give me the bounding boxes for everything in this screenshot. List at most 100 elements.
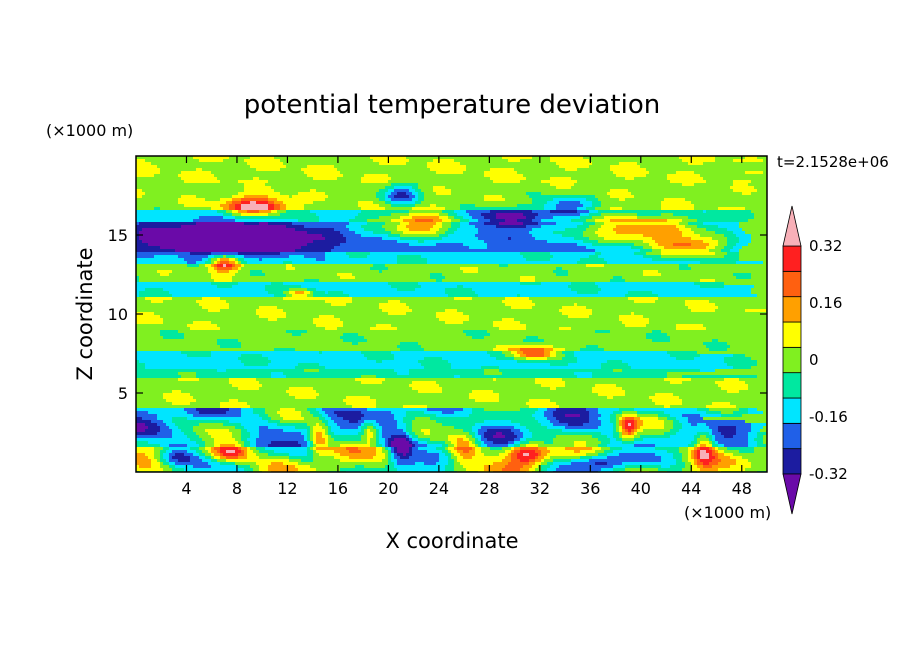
heatmap-cell <box>412 438 418 441</box>
heatmap-cell <box>235 273 250 276</box>
heatmap-cell <box>523 435 532 438</box>
heatmap-cell <box>454 444 457 447</box>
heatmap-cell <box>496 225 526 228</box>
heatmap-cell <box>160 168 196 171</box>
heatmap-cell <box>136 396 163 399</box>
heatmap-cell <box>163 462 169 465</box>
heatmap-cell <box>499 327 526 330</box>
heatmap-cell <box>136 258 184 261</box>
heatmap-cell <box>559 420 589 423</box>
heatmap-cell <box>307 432 310 435</box>
heatmap-cell <box>397 327 499 330</box>
heatmap-cell <box>232 267 238 270</box>
heatmap-cell <box>145 159 199 162</box>
heatmap-cell <box>688 417 703 420</box>
heatmap-cell <box>391 204 415 207</box>
heatmap-cell <box>307 450 313 453</box>
heatmap-cell <box>526 426 547 429</box>
heatmap-cell <box>460 162 556 165</box>
heatmap-cell <box>532 300 634 303</box>
heatmap-cell <box>628 363 727 366</box>
heatmap-cell <box>307 408 316 411</box>
heatmap-cell <box>256 444 268 447</box>
heatmap-cell <box>280 252 325 255</box>
heatmap-cell <box>145 192 238 195</box>
heatmap-cell <box>682 234 700 237</box>
heatmap-cell <box>316 324 343 327</box>
heatmap-cell <box>466 468 484 471</box>
heatmap-cell <box>412 198 418 201</box>
heatmap-cell <box>259 210 271 213</box>
heatmap-cell <box>589 225 601 228</box>
heatmap-cell <box>688 162 703 165</box>
heatmap-cell <box>211 456 214 459</box>
heatmap-cell <box>286 210 310 213</box>
heatmap-cell <box>244 258 259 261</box>
heatmap-cell <box>520 282 541 285</box>
heatmap-cell <box>301 411 310 414</box>
heatmap-cell <box>343 417 361 420</box>
heatmap-cell <box>703 465 712 468</box>
heatmap-cell <box>601 420 610 423</box>
heatmap-cell <box>601 288 751 291</box>
heatmap-cell <box>664 420 673 423</box>
heatmap-cell <box>418 186 433 189</box>
heatmap-cell <box>325 411 334 414</box>
heatmap-cell <box>313 291 325 294</box>
heatmap-cell <box>682 402 712 405</box>
heatmap-cell <box>637 423 643 426</box>
heatmap-cell <box>652 249 661 252</box>
heatmap-cell <box>166 459 169 462</box>
heatmap-cell <box>721 387 748 390</box>
heatmap-cell <box>136 306 202 309</box>
heatmap-cell <box>475 234 532 237</box>
heatmap-cell <box>634 432 637 435</box>
heatmap-cell <box>670 180 706 183</box>
colorbar-segment <box>782 296 802 323</box>
heatmap-cell <box>322 420 328 423</box>
heatmap-cell <box>694 450 697 453</box>
heatmap-cell <box>136 288 145 291</box>
heatmap-cell <box>316 189 379 192</box>
heatmap-cell <box>376 399 475 402</box>
heatmap-cell <box>679 228 691 231</box>
heatmap-cell <box>475 432 478 435</box>
heatmap-cell <box>700 369 715 372</box>
heatmap-cell <box>541 219 571 222</box>
heatmap-cell <box>136 327 190 330</box>
heatmap-cell <box>484 453 499 456</box>
heatmap-cell <box>220 462 235 465</box>
heatmap-cell <box>376 195 385 198</box>
heatmap-cell <box>205 429 229 432</box>
heatmap-cell <box>409 159 433 162</box>
heatmap-cell <box>364 414 394 417</box>
heatmap-cell <box>649 318 748 321</box>
heatmap-cell <box>475 225 496 228</box>
heatmap-cell <box>283 429 307 432</box>
heatmap-cell <box>541 384 565 387</box>
heatmap-cell <box>412 444 415 447</box>
heatmap-cell <box>136 387 238 390</box>
heatmap-cell <box>634 435 640 438</box>
heatmap-cell <box>442 210 454 213</box>
heatmap-cell <box>340 318 439 321</box>
heatmap-cell <box>448 234 475 237</box>
heatmap-cell <box>397 345 421 348</box>
heatmap-cell <box>676 462 685 465</box>
heatmap-cell <box>418 282 520 285</box>
heatmap-cell <box>589 420 601 423</box>
heatmap-cell <box>307 444 310 447</box>
heatmap-cell <box>592 162 619 165</box>
heatmap-cell <box>466 333 490 336</box>
heatmap-cell <box>670 429 679 432</box>
heatmap-cell <box>664 432 676 435</box>
heatmap-cell <box>577 207 586 210</box>
heatmap-cell <box>235 450 241 453</box>
heatmap-cell <box>244 426 259 429</box>
heatmap-cell <box>274 348 295 351</box>
heatmap-cell <box>520 294 625 297</box>
heatmap-cell <box>169 462 175 465</box>
heatmap-cell <box>304 291 310 294</box>
heatmap-cell <box>385 456 388 459</box>
heatmap-cell <box>403 219 415 222</box>
